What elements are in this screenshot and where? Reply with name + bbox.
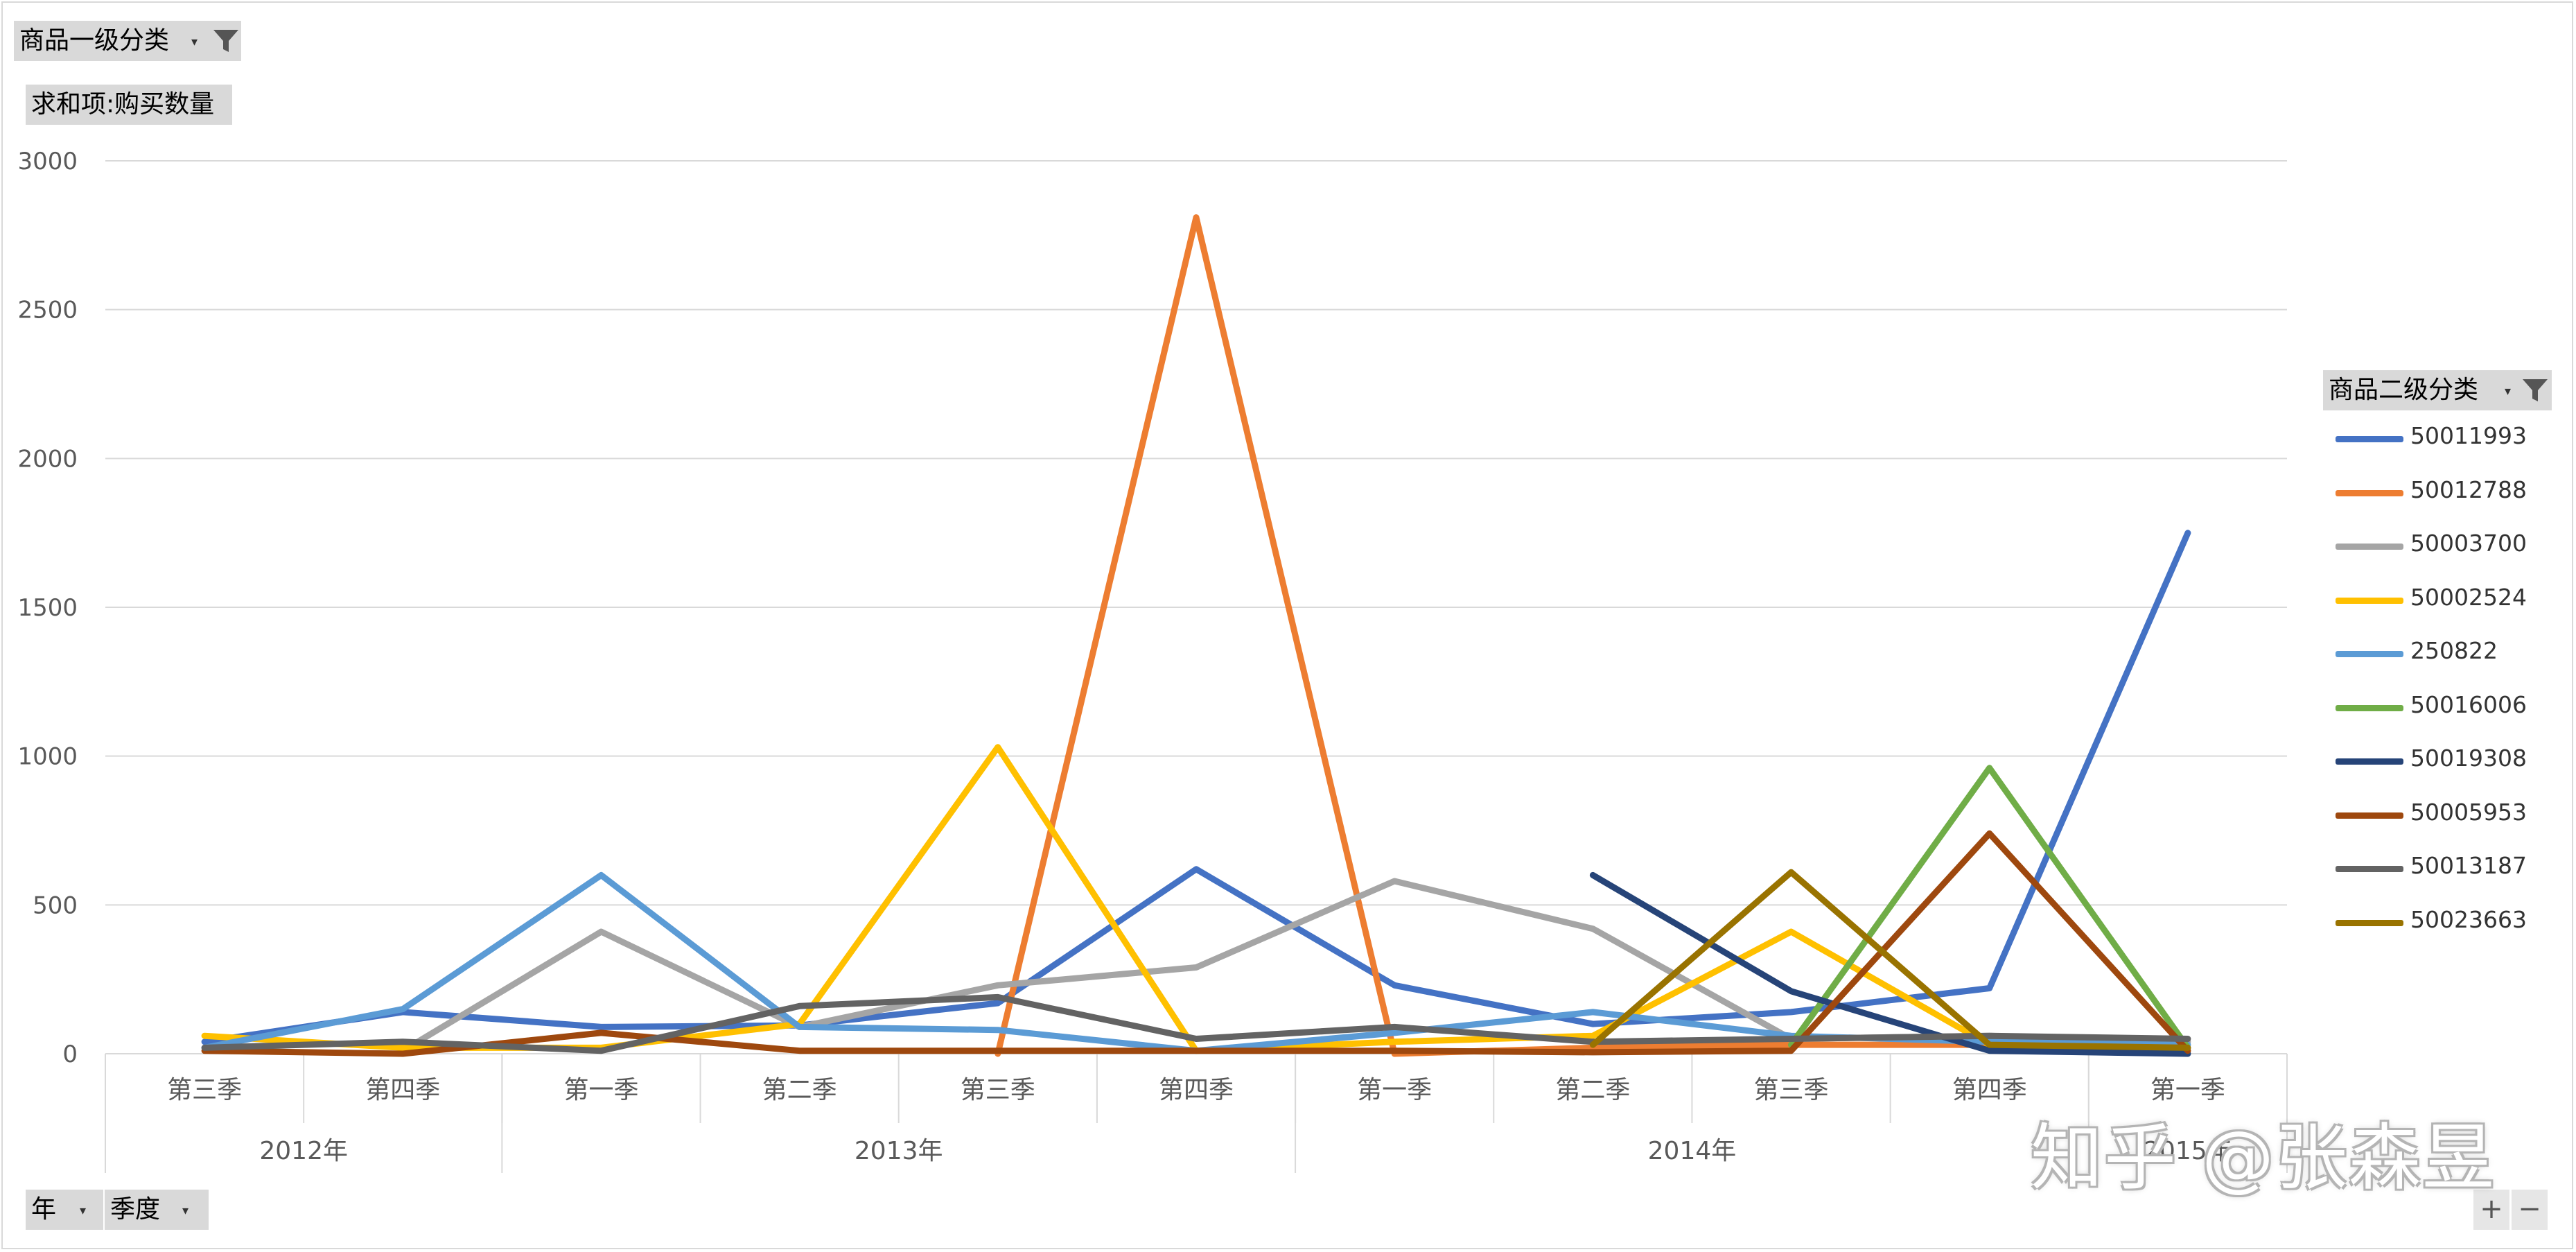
series-line-50023663[interactable] [1589,869,2191,1051]
legend-swatch [2336,597,2403,604]
x-tick-label: 第四季 [1159,1076,1234,1104]
year-label: 2012年 [259,1137,348,1165]
x-tick-label: 第二季 [1555,1076,1630,1104]
chevron-down-icon: ▾ [80,1203,87,1218]
series-line-50002524[interactable] [201,744,2191,1054]
y-axis-ticks: 0 500 1000 1500 2000 2500 3000 [17,148,78,1068]
y-tick-label: 3000 [17,148,78,175]
x-tick-label: 第一季 [1357,1076,1432,1104]
quarter-field-button[interactable]: 季度 ▾ [105,1190,209,1230]
level2-filter-button[interactable]: 商品二级分类 ▾ [2323,370,2552,410]
series-line-50005953[interactable] [201,830,2191,1057]
quarter-field-label: 季度 [110,1195,161,1224]
y-tick-label: 0 [62,1041,78,1068]
collapse-button[interactable]: − [2512,1190,2548,1230]
legend-swatch [2336,651,2403,657]
legend-swatch [2336,704,2403,711]
x-tick-label: 第三季 [1754,1076,1829,1104]
x-tick-label: 第三季 [961,1076,1035,1104]
series-line-50019308[interactable] [1589,871,2191,1057]
legend-swatch [2336,436,2403,442]
year-field-button[interactable]: 年 ▾ [26,1190,103,1230]
y-tick-label: 1000 [17,743,78,771]
year-field-label: 年 [31,1195,57,1224]
y-tick-label: 2000 [17,445,78,473]
series-lines [201,214,2191,1057]
legend-label: 50011993 [2410,422,2527,449]
filter-icon[interactable] [212,27,240,55]
legend-swatch [2336,919,2403,926]
level1-filter-button[interactable]: 商品一级分类 ▾ [14,21,241,61]
watermark-text: 知乎 @张森昱 [2031,1115,2496,1200]
legend-label: 50019308 [2410,745,2527,772]
series-line-50013187[interactable] [201,993,2191,1054]
level2-filter-label: 商品二级分类 [2329,376,2479,404]
legend-label: 50002524 [2410,583,2527,611]
level1-filter-label: 商品一级分类 [19,26,170,55]
x-tick-label: 第三季 [167,1076,242,1104]
legend-label: 50016006 [2410,690,2527,718]
gridlines [105,160,2287,1054]
series-line-50016006[interactable] [1788,765,2191,1051]
year-label: 2014年 [1648,1137,1737,1165]
y-tick-label: 500 [33,892,78,919]
expand-button[interactable]: + [2473,1190,2509,1230]
legend-label: 50023663 [2410,905,2527,933]
x-tick-label: 第一季 [2150,1076,2225,1104]
legend-swatch [2336,544,2403,550]
legend-swatch [2336,489,2403,496]
legend-swatch [2336,758,2403,765]
x-tick-label: 第四季 [1952,1076,2027,1104]
legend-label: 50013187 [2410,852,2527,879]
legend-label: 50005953 [2410,798,2527,826]
x-axis: 第三季 第四季 第一季 第二季 第三季 第四季 第一季 第二季 第三季 第四季 第一季 2012年 20… [105,1054,2288,1173]
chevron-down-icon: ▾ [191,35,198,49]
series-line-50011993[interactable] [201,530,2191,1045]
legend-swatch [2336,812,2403,819]
x-tick-label: 第二季 [762,1076,837,1104]
filter-icon[interactable] [2521,376,2549,404]
y-tick-label: 2500 [17,297,78,324]
measure-field-label: 求和项:购买数量 [31,90,215,119]
x-tick-label: 第四季 [365,1076,440,1104]
legend-label: 50012788 [2410,476,2527,503]
measure-field-button[interactable]: 求和项:购买数量 [26,85,232,125]
chevron-down-icon: ▾ [2505,384,2512,399]
year-label: 2013年 [855,1137,943,1165]
chevron-down-icon: ▾ [182,1203,189,1218]
legend-label: 50003700 [2410,530,2527,557]
legend-swatch [2336,866,2403,872]
year-label: 2015年 [2144,1137,2232,1165]
x-tick-label: 第一季 [563,1076,638,1104]
legend-label: 250822 [2410,637,2498,664]
y-tick-label: 1500 [17,594,78,622]
